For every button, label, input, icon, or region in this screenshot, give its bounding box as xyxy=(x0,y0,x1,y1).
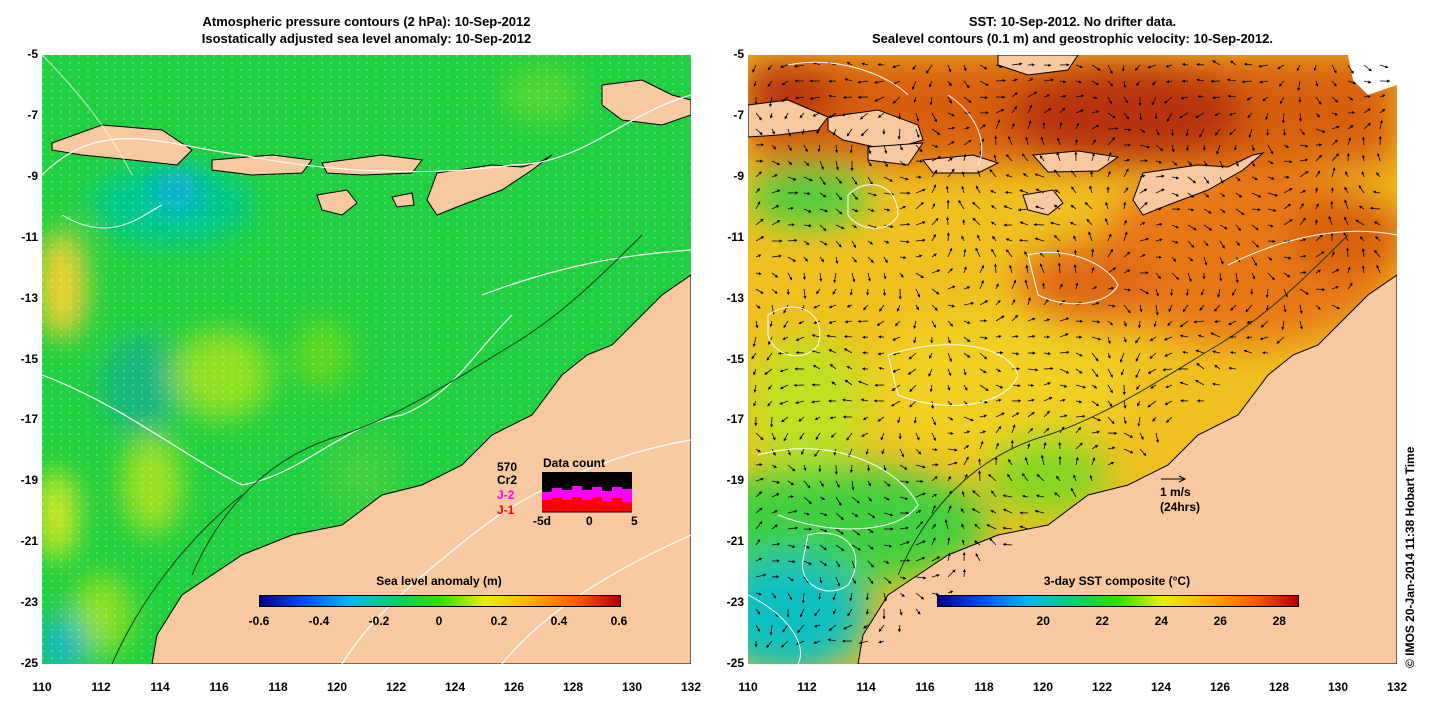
lat-tick-label: -11 xyxy=(21,229,38,244)
lat-tick-label: -7 xyxy=(27,107,38,122)
lon-tick-label: 118 xyxy=(268,680,288,694)
lon-tick-label: 126 xyxy=(503,680,525,694)
lon-tick-label: 112 xyxy=(797,680,817,694)
lon-tick-label: 122 xyxy=(385,680,407,694)
lat-tick-label: -25 xyxy=(726,656,744,670)
lon-tick-label: 120 xyxy=(326,680,348,694)
colorbar-tick-label: 0 xyxy=(435,614,443,628)
colorbar-tick-label: 20 xyxy=(1036,614,1050,628)
right-title-line1: SST: 10-Sep-2012. No drifter data. xyxy=(968,14,1177,29)
lat-tick-label: -5 xyxy=(27,47,38,61)
lat-tick-label: -25 xyxy=(20,656,38,670)
colorbar-tick-label: -0.4 xyxy=(308,614,330,628)
lat-tick-label: -23 xyxy=(726,595,744,610)
copyright-notice: © IMOS 20-Jan-2014 11:38 Hobart Time xyxy=(1403,446,1417,668)
velocity-scale-label: 1 m/s xyxy=(1160,485,1191,499)
inset-xtick-minus5: -5d xyxy=(533,514,551,528)
lon-tick-label: 120 xyxy=(1032,680,1054,694)
lat-tick-label: -9 xyxy=(27,168,38,183)
right-title-line2: Sealevel contours (0.1 m) and geostrophi… xyxy=(872,31,1273,46)
legend-series-cr2: Cr2 xyxy=(497,473,518,487)
lon-tick-label: 124 xyxy=(444,680,466,694)
lon-tick-label: 114 xyxy=(150,680,170,694)
colorbar-tick-label: 0.2 xyxy=(490,614,508,628)
sst-velocity-map xyxy=(748,55,1397,664)
velocity-scale-arrow xyxy=(1161,475,1187,483)
colorbar-tick-label: 26 xyxy=(1213,614,1227,628)
lat-tick-label: -13 xyxy=(726,290,744,305)
lon-tick-label: 116 xyxy=(915,680,935,694)
lon-tick-label: 124 xyxy=(1150,680,1172,694)
legend-series-j2: J-2 xyxy=(497,488,515,502)
lat-tick-label: -19 xyxy=(726,473,744,488)
lon-tick-label: 112 xyxy=(91,680,111,694)
lat-tick-label: -15 xyxy=(20,351,38,366)
lon-tick-label: 130 xyxy=(1327,680,1349,694)
colorbar-tick-label: 24 xyxy=(1154,614,1168,628)
lon-tick-label: 126 xyxy=(1209,680,1231,694)
lat-tick-label: -9 xyxy=(733,168,744,183)
left-title-line1: Atmospheric pressure contours (2 hPa): 1… xyxy=(202,14,531,29)
lon-tick-label: 116 xyxy=(209,680,229,694)
colorbar-tick-label: -0.2 xyxy=(368,614,390,628)
left-colorbar-label: Sea level anomaly (m) xyxy=(376,574,502,588)
lon-tick-label: 128 xyxy=(1268,680,1290,694)
lat-tick-label: -19 xyxy=(20,473,38,488)
lat-tick-label: -21 xyxy=(726,534,744,549)
lon-tick-label: 132 xyxy=(1386,680,1408,694)
lon-tick-label: 118 xyxy=(974,680,994,694)
lon-tick-label: 110 xyxy=(32,680,52,694)
left-colorbar xyxy=(259,595,621,607)
inset-xtick-5: 5 xyxy=(631,514,638,528)
data-count-title: Data count xyxy=(543,456,606,470)
lon-tick-label: 130 xyxy=(621,680,643,694)
velocity-scale-period: (24hrs) xyxy=(1160,500,1201,514)
right-colorbar xyxy=(937,595,1299,607)
lat-tick-label: -21 xyxy=(20,534,38,549)
sea-level-anomaly-map xyxy=(42,55,691,664)
data-count-histogram xyxy=(542,472,632,513)
lat-tick-label: -23 xyxy=(20,595,38,610)
lat-tick-label: -13 xyxy=(20,290,38,305)
lon-tick-label: 132 xyxy=(680,680,702,694)
colorbar-tick-label: 0.6 xyxy=(610,614,628,628)
colorbar-tick-label: 22 xyxy=(1095,614,1109,628)
left-title-line2: Isostatically adjusted sea level anomaly… xyxy=(201,31,532,46)
colorbar-tick-label: -0.6 xyxy=(248,614,270,628)
lon-tick-label: 122 xyxy=(1091,680,1113,694)
lat-tick-label: -15 xyxy=(726,351,744,366)
lat-tick-label: -5 xyxy=(733,47,744,61)
colorbar-tick-label: 0.4 xyxy=(550,614,568,628)
legend-series-j1: J-1 xyxy=(497,503,515,517)
lat-tick-label: -17 xyxy=(726,412,744,427)
lat-tick-label: -11 xyxy=(727,229,744,244)
lon-tick-label: 128 xyxy=(562,680,584,694)
colorbar-tick-label: 28 xyxy=(1272,614,1286,628)
lon-tick-label: 114 xyxy=(856,680,876,694)
data-count-total: 570 xyxy=(497,460,518,474)
lat-tick-label: -7 xyxy=(733,107,744,122)
lat-tick-label: -17 xyxy=(20,412,38,427)
inset-xtick-0: 0 xyxy=(586,514,593,528)
lon-tick-label: 110 xyxy=(738,680,758,694)
right-colorbar-label: 3-day SST composite (°C) xyxy=(1043,574,1191,588)
